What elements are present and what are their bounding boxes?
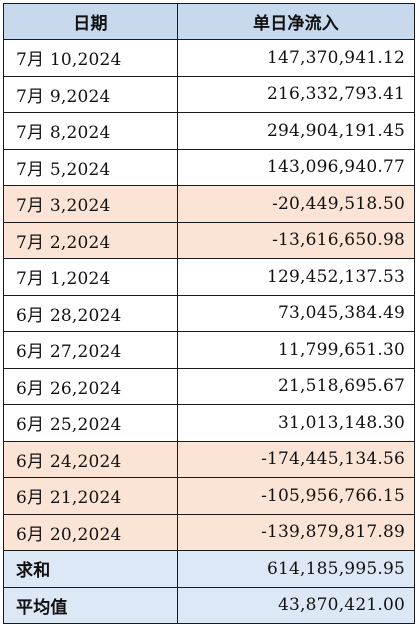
date-cell: 6月 21,2024 [4, 478, 178, 514]
sum-label: 求和 [4, 551, 178, 587]
value-cell: 11,799,651.30 [178, 332, 415, 368]
value-cell: -20,449,518.50 [178, 186, 415, 222]
date-cell: 6月 24,2024 [4, 441, 178, 477]
table-row: 6月 26,2024 21,518,695.67 [4, 368, 415, 405]
value-cell: 216,332,793.41 [178, 76, 415, 112]
table-row: 7月 9,2024 216,332,793.41 [4, 76, 415, 113]
sum-value: 614,185,995.95 [178, 551, 415, 587]
table-row: 6月 27,2024 11,799,651.30 [4, 332, 415, 369]
sum-row: 求和 614,185,995.95 [4, 551, 415, 588]
average-row: 平均值 43,870,421.00 [4, 587, 415, 624]
value-cell: 31,013,148.30 [178, 405, 415, 441]
table-row-negative: 7月 2,2024 -13,616,650.98 [4, 222, 415, 259]
table-row: 6月 25,2024 31,013,148.30 [4, 405, 415, 442]
date-cell: 6月 20,2024 [4, 514, 178, 550]
date-cell: 7月 10,2024 [4, 40, 178, 76]
date-cell: 6月 25,2024 [4, 405, 178, 441]
table-row-negative: 6月 24,2024 -174,445,134.56 [4, 441, 415, 478]
table-row: 7月 1,2024 129,452,137.53 [4, 259, 415, 296]
table-row-negative: 6月 21,2024 -105,956,766.15 [4, 478, 415, 515]
date-cell: 6月 26,2024 [4, 368, 178, 404]
value-cell: -105,956,766.15 [178, 478, 415, 514]
table-row: 7月 8,2024 294,904,191.45 [4, 113, 415, 150]
average-value: 43,870,421.00 [178, 587, 415, 623]
date-cell: 6月 28,2024 [4, 295, 178, 331]
table-row: 7月 5,2024 143,096,940.77 [4, 149, 415, 186]
date-cell: 7月 3,2024 [4, 186, 178, 222]
header-date: 日期 [4, 4, 178, 39]
date-cell: 7月 9,2024 [4, 76, 178, 112]
table-row-negative: 6月 20,2024 -139,879,817.89 [4, 514, 415, 551]
average-label: 平均值 [4, 587, 178, 623]
value-cell: 21,518,695.67 [178, 368, 415, 404]
table-row: 7月 10,2024 147,370,941.12 [4, 40, 415, 77]
value-cell: 73,045,384.49 [178, 295, 415, 331]
table-row-negative: 7月 3,2024 -20,449,518.50 [4, 186, 415, 223]
date-cell: 7月 1,2024 [4, 259, 178, 295]
value-cell: -174,445,134.56 [178, 441, 415, 477]
date-cell: 7月 8,2024 [4, 113, 178, 149]
date-cell: 7月 2,2024 [4, 222, 178, 258]
net-inflow-table: 日期 单日净流入 7月 10,2024 147,370,941.12 7月 9,… [3, 3, 415, 624]
header-daily-net-inflow: 单日净流入 [178, 4, 415, 39]
date-cell: 7月 5,2024 [4, 149, 178, 185]
value-cell: -13,616,650.98 [178, 222, 415, 258]
date-cell: 6月 27,2024 [4, 332, 178, 368]
value-cell: -139,879,817.89 [178, 514, 415, 550]
table-row: 6月 28,2024 73,045,384.49 [4, 295, 415, 332]
value-cell: 143,096,940.77 [178, 149, 415, 185]
value-cell: 129,452,137.53 [178, 259, 415, 295]
value-cell: 147,370,941.12 [178, 40, 415, 76]
value-cell: 294,904,191.45 [178, 113, 415, 149]
table-header-row: 日期 单日净流入 [4, 4, 415, 40]
